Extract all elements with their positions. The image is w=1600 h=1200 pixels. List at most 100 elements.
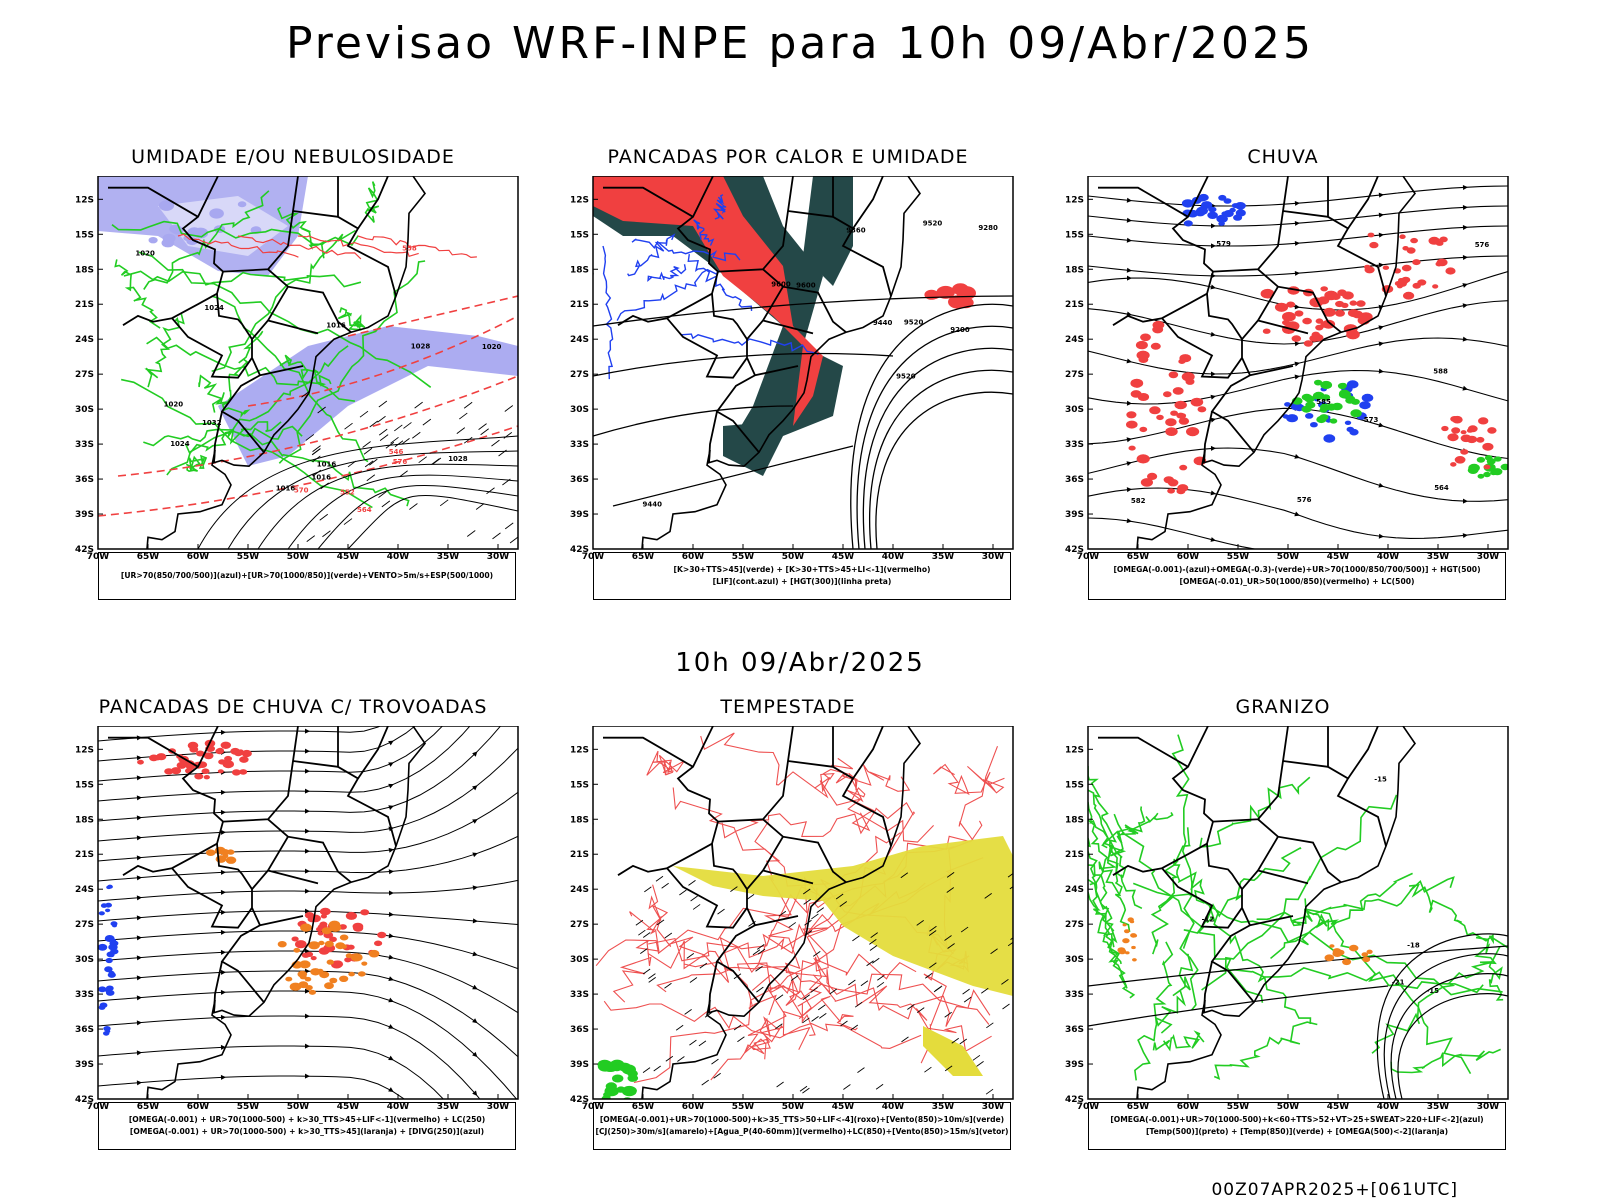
contour-label: 579 bbox=[1216, 240, 1231, 248]
omega-red bbox=[1185, 378, 1195, 385]
wind-vector bbox=[644, 886, 652, 893]
lon-tick-label: 45W bbox=[832, 552, 855, 562]
omega-red bbox=[1410, 237, 1418, 244]
instability-area bbox=[803, 176, 853, 286]
omega-red bbox=[1150, 342, 1161, 350]
thunder-orange bbox=[324, 982, 334, 990]
omega-red bbox=[1179, 464, 1188, 471]
wind-vector bbox=[755, 965, 763, 972]
streamline-arrow bbox=[388, 890, 394, 896]
legend-line: [OMEGA(-0.01)_UR>50(1000/850)(vermelho) … bbox=[1179, 577, 1415, 586]
contour-label: -15 bbox=[1426, 987, 1439, 995]
streamline-arrow bbox=[1126, 518, 1132, 524]
divergence-blue bbox=[108, 943, 118, 951]
omega-red bbox=[1262, 328, 1271, 334]
omega-red bbox=[1349, 300, 1358, 306]
omega-blue bbox=[1208, 206, 1217, 213]
political-border bbox=[1161, 842, 1208, 869]
omega-red bbox=[1320, 286, 1328, 292]
omega-red bbox=[1460, 434, 1472, 443]
wind-vector bbox=[960, 926, 969, 933]
streamline-arrow bbox=[304, 788, 310, 794]
wind-vector bbox=[802, 888, 811, 895]
contour-label: 1028 bbox=[411, 342, 431, 350]
omega-blue bbox=[1286, 414, 1298, 423]
wind-vector bbox=[840, 1020, 848, 1027]
wind-vector bbox=[347, 460, 357, 468]
lat-tick-label: 21S bbox=[75, 850, 94, 860]
wind-vector bbox=[730, 886, 738, 892]
lat-tick-label: 21S bbox=[75, 300, 94, 310]
omega-red bbox=[1406, 247, 1416, 254]
political-border bbox=[617, 314, 668, 326]
map-frame bbox=[97, 726, 519, 1100]
omega-red bbox=[1174, 400, 1187, 410]
wind-vector bbox=[843, 1084, 851, 1090]
omega-green bbox=[1477, 473, 1485, 479]
thunder-orange bbox=[308, 989, 316, 995]
wind-vector bbox=[480, 428, 489, 436]
wind-vector bbox=[366, 474, 376, 482]
height-line bbox=[862, 347, 1013, 549]
lon-tick-label: 60W bbox=[682, 552, 705, 562]
omega-blue bbox=[1346, 426, 1355, 433]
omega-blue bbox=[1233, 214, 1243, 221]
lat-tick-label: 36S bbox=[570, 475, 589, 485]
wind-vector bbox=[1001, 978, 1009, 985]
wind-vector bbox=[638, 929, 646, 936]
omega-orange bbox=[1324, 954, 1335, 962]
lat-tick-label: 12S bbox=[75, 745, 94, 755]
political-border bbox=[171, 867, 253, 929]
contour-label: 1024 bbox=[204, 304, 224, 312]
omega-blue bbox=[1361, 393, 1374, 402]
wind-vector bbox=[775, 994, 784, 1001]
wind-vector bbox=[802, 1087, 810, 1094]
lon-tick-label: 60W bbox=[682, 1102, 705, 1112]
panel-title: TEMPESTADE bbox=[720, 696, 856, 718]
omega-orange bbox=[1329, 944, 1335, 948]
thunder-red bbox=[194, 773, 204, 780]
wind-vector bbox=[319, 513, 328, 521]
streamline-arrow bbox=[388, 976, 394, 981]
streamline-arrow bbox=[1210, 537, 1216, 542]
temp500-line bbox=[1376, 933, 1508, 1099]
wind-vector bbox=[491, 439, 500, 447]
wind-vector bbox=[848, 979, 856, 986]
green-contour bbox=[364, 181, 380, 223]
streamline-arrow bbox=[1126, 358, 1132, 364]
contour-label: -12 bbox=[1202, 915, 1215, 923]
wind-vector bbox=[390, 436, 399, 444]
wind-vector bbox=[924, 972, 933, 979]
lat-tick-label: 33S bbox=[1065, 990, 1084, 1000]
lifted-index-line bbox=[712, 194, 727, 220]
omega-red bbox=[1149, 406, 1161, 415]
wind-vector bbox=[869, 945, 878, 951]
contour-label: 576 bbox=[393, 458, 408, 466]
lon-tick-label: 45W bbox=[337, 552, 360, 562]
panel-trovoadas: PANCADAS DE CHUVA C/ TROVOADAS 12S 15S 18S… bbox=[75, 696, 519, 1166]
streamline-arrow bbox=[472, 918, 478, 924]
streamline-red bbox=[736, 962, 990, 1027]
lon-tick-label: 40W bbox=[882, 552, 905, 562]
omega-blue bbox=[1223, 210, 1234, 218]
omega-red bbox=[1274, 302, 1289, 312]
divergence-blue bbox=[98, 986, 107, 993]
contour-label: 9440 bbox=[643, 501, 663, 509]
political-border bbox=[762, 869, 814, 885]
coastline bbox=[1136, 176, 1416, 549]
lifted-index-line bbox=[680, 333, 819, 356]
wind-vector bbox=[717, 908, 725, 915]
omega-red bbox=[1140, 478, 1153, 487]
thunder-orange bbox=[220, 849, 230, 856]
political-border bbox=[292, 760, 339, 768]
omega-blue bbox=[1183, 220, 1193, 227]
wind-vector bbox=[312, 455, 321, 463]
green-contour bbox=[277, 206, 327, 259]
streamline-red bbox=[721, 801, 914, 839]
omega-red bbox=[1186, 427, 1200, 437]
wind-vector bbox=[656, 919, 665, 926]
streamline-arrow bbox=[136, 975, 142, 981]
lat-tick-label: 27S bbox=[1065, 920, 1084, 930]
political-border bbox=[1212, 726, 1289, 823]
